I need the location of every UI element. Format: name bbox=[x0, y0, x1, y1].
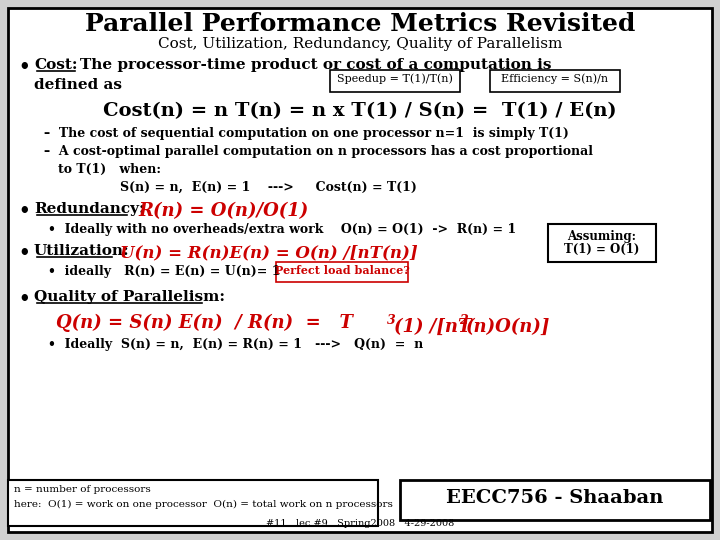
Text: •  ideally   R(n) = E(n) = U(n)= 1: • ideally R(n) = E(n) = U(n)= 1 bbox=[48, 265, 281, 278]
Text: –  A cost-optimal parallel computation on n processors has a cost proportional: – A cost-optimal parallel computation on… bbox=[44, 145, 593, 158]
Text: 3: 3 bbox=[387, 314, 396, 327]
Text: (n)O(n)]: (n)O(n)] bbox=[466, 318, 550, 336]
Text: Cost:: Cost: bbox=[34, 58, 78, 72]
Text: Speedup = T(1)/T(n): Speedup = T(1)/T(n) bbox=[337, 74, 453, 84]
Bar bbox=[276, 262, 408, 282]
Bar bbox=[330, 70, 460, 92]
Text: Utilization:: Utilization: bbox=[34, 244, 130, 258]
Text: Efficiency = S(n)/n: Efficiency = S(n)/n bbox=[501, 74, 608, 84]
Text: (1) /[nT: (1) /[nT bbox=[394, 318, 472, 336]
Text: Cost(n) = n T(n) = n x T(1) / S(n) =  T(1) / E(n): Cost(n) = n T(n) = n x T(1) / S(n) = T(1… bbox=[103, 102, 617, 120]
Text: •: • bbox=[18, 58, 30, 76]
Text: 2: 2 bbox=[459, 314, 468, 327]
Text: Perfect load balance?: Perfect load balance? bbox=[274, 266, 410, 276]
Text: n = number of processors: n = number of processors bbox=[14, 485, 150, 494]
Text: T(1) = O(1): T(1) = O(1) bbox=[564, 243, 639, 256]
Text: Redundancy:: Redundancy: bbox=[34, 202, 145, 216]
Text: •: • bbox=[18, 202, 30, 220]
Text: S(n) = n,  E(n) = 1    --->     Cost(n) = T(1): S(n) = n, E(n) = 1 ---> Cost(n) = T(1) bbox=[120, 181, 417, 194]
Text: •: • bbox=[18, 290, 30, 308]
Text: U(n) = R(n)E(n) = O(n) /[nT(n)]: U(n) = R(n)E(n) = O(n) /[nT(n)] bbox=[120, 244, 418, 261]
Text: Cost, Utilization, Redundancy, Quality of Parallelism: Cost, Utilization, Redundancy, Quality o… bbox=[158, 37, 562, 51]
Text: here:  O(1) = work on one processor  O(n) = total work on n processors: here: O(1) = work on one processor O(n) … bbox=[14, 500, 393, 509]
Text: Assuming:: Assuming: bbox=[567, 230, 636, 243]
Text: R(n) = O(n)/O(1): R(n) = O(n)/O(1) bbox=[138, 202, 308, 220]
Text: •: • bbox=[18, 244, 30, 262]
Text: Q(n) = S(n) E(n)  / R(n)  =   T: Q(n) = S(n) E(n) / R(n) = T bbox=[56, 314, 353, 332]
Text: Quality of Parallelism:: Quality of Parallelism: bbox=[34, 290, 225, 304]
Text: Parallel Performance Metrics Revisited: Parallel Performance Metrics Revisited bbox=[85, 12, 635, 36]
Bar bbox=[548, 224, 656, 262]
Text: to T(1)   when:: to T(1) when: bbox=[58, 163, 161, 176]
Text: •  Ideally  S(n) = n,  E(n) = R(n) = 1   --->   Q(n)  =  n: • Ideally S(n) = n, E(n) = R(n) = 1 --->… bbox=[48, 338, 423, 351]
Bar bbox=[490, 70, 620, 92]
Bar bbox=[400, 480, 710, 520]
Text: EECC756 - Shaaban: EECC756 - Shaaban bbox=[446, 489, 664, 507]
Text: •  Ideally with no overheads/extra work    O(n) = O(1)  ->  R(n) = 1: • Ideally with no overheads/extra work O… bbox=[48, 223, 516, 236]
Text: –  The cost of sequential computation on one processor n=1  is simply T(1): – The cost of sequential computation on … bbox=[44, 127, 569, 140]
Text: defined as: defined as bbox=[34, 78, 122, 92]
Bar bbox=[8, 480, 378, 526]
Text: The processor-time product or cost of a computation is: The processor-time product or cost of a … bbox=[80, 58, 552, 72]
Text: #11   lec #9   Spring2008   4-29-2008: #11 lec #9 Spring2008 4-29-2008 bbox=[266, 519, 454, 528]
